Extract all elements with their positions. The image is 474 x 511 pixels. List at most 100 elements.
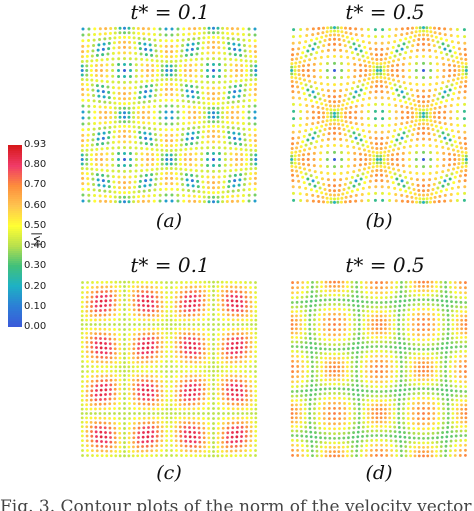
particle-dot [195, 141, 199, 145]
particle-dot [384, 425, 388, 428]
particle-dot [323, 431, 327, 435]
particle-dot [290, 394, 294, 398]
particle-dot [455, 110, 459, 114]
particle-dot [432, 328, 436, 331]
particle-dot [128, 146, 132, 150]
particle-dot [182, 33, 186, 37]
particle-dot [170, 291, 173, 294]
particle-dot [397, 93, 401, 97]
particle-dot [212, 129, 215, 133]
particle-dot [362, 407, 366, 411]
particle-dot [360, 27, 364, 31]
particle-dot [123, 200, 126, 204]
particle-dot [426, 99, 430, 103]
particle-dot [170, 128, 174, 132]
particle-dot [183, 421, 187, 424]
particle-dot [217, 318, 220, 321]
particle-dot [189, 440, 192, 443]
particle-dot [142, 431, 145, 434]
particle-dot [153, 133, 157, 137]
particle-dot [361, 54, 365, 58]
particle-dot [306, 138, 310, 142]
particle-dot [217, 417, 220, 420]
particle-dot [441, 131, 445, 135]
particle-dot [351, 346, 355, 350]
particle-dot [165, 314, 169, 318]
particle-dot [111, 175, 115, 179]
particle-dot [159, 138, 163, 142]
particle-dot [80, 389, 84, 393]
particle-dot [179, 290, 183, 294]
particle-dot [220, 449, 224, 453]
particle-dot [333, 289, 336, 293]
particle-dot [217, 46, 221, 50]
particle-dot [366, 340, 369, 344]
particle-dot [408, 387, 411, 391]
particle-dot [155, 444, 159, 448]
particle-dot [231, 194, 235, 198]
particle-dot [340, 158, 344, 161]
particle-dot [318, 431, 322, 435]
particle-dot [405, 32, 409, 36]
particle-dot [375, 146, 379, 150]
particle-dot [239, 79, 243, 83]
particle-dot [239, 379, 243, 383]
particle-dot [232, 131, 236, 135]
particle-dot [395, 138, 399, 142]
particle-dot [404, 454, 408, 458]
particle-dot [231, 402, 235, 406]
particle-dot [93, 33, 97, 37]
particle-dot [189, 454, 193, 458]
particle-dot [155, 290, 159, 294]
particle-dot [326, 178, 330, 182]
particle-dot [249, 309, 253, 313]
particle-dot [198, 285, 202, 289]
particle-dot [105, 69, 109, 72]
particle-dot [240, 336, 244, 340]
particle-dot [291, 281, 294, 284]
particle-dot [98, 105, 102, 109]
particle-dot [293, 161, 297, 165]
particle-dot [328, 454, 332, 458]
particle-dot [328, 427, 331, 431]
particle-dot [319, 62, 323, 66]
particle-dot [239, 58, 243, 62]
particle-dot [254, 389, 258, 393]
particle-dot [422, 412, 425, 415]
particle-dot [344, 106, 348, 110]
particle-dot [359, 138, 363, 142]
particle-dot [418, 200, 422, 204]
particle-dot [225, 374, 229, 378]
particle-dot [367, 130, 371, 134]
particle-dot [123, 140, 126, 144]
particle-dot [309, 127, 313, 131]
particle-dot [152, 323, 155, 326]
particle-dot [328, 99, 332, 103]
particle-dot [341, 285, 345, 288]
particle-dot [308, 398, 312, 401]
particle-dot [152, 412, 155, 415]
particle-dot [230, 290, 233, 293]
particle-dot [91, 454, 94, 457]
particle-dot [361, 434, 364, 438]
particle-dot [417, 445, 421, 449]
particle-dot [456, 185, 460, 189]
particle-dot [433, 106, 437, 110]
particle-dot [98, 99, 102, 103]
particle-dot [417, 373, 421, 377]
particle-dot [145, 355, 149, 359]
particle-dot [216, 125, 220, 128]
particle-dot [353, 75, 357, 79]
particle-dot [202, 397, 206, 401]
particle-dot [240, 346, 243, 349]
particle-dot [413, 369, 417, 373]
particle-dot [169, 327, 173, 331]
particle-dot [366, 314, 370, 318]
particle-dot [123, 450, 126, 453]
particle-dot [383, 165, 387, 169]
particle-dot [346, 374, 349, 378]
particle-dot [95, 370, 99, 373]
particle-dot [463, 142, 467, 146]
particle-dot [296, 141, 300, 145]
particle-dot [184, 374, 188, 378]
